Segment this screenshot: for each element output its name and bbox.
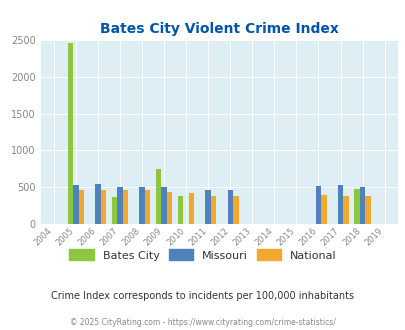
- Bar: [211, 196, 216, 224]
- Bar: [359, 187, 364, 224]
- Bar: [337, 185, 343, 224]
- Bar: [156, 169, 161, 224]
- Bar: [111, 197, 117, 224]
- Bar: [145, 190, 150, 224]
- Bar: [354, 189, 359, 224]
- Bar: [161, 187, 166, 224]
- Bar: [68, 43, 73, 224]
- Bar: [232, 196, 238, 224]
- Bar: [73, 185, 79, 224]
- Title: Bates City Violent Crime Index: Bates City Violent Crime Index: [100, 22, 338, 36]
- Bar: [188, 193, 194, 224]
- Bar: [343, 196, 348, 224]
- Bar: [364, 196, 370, 224]
- Bar: [166, 192, 172, 224]
- Bar: [79, 190, 84, 224]
- Bar: [177, 196, 183, 224]
- Bar: [117, 187, 122, 224]
- Bar: [320, 195, 326, 224]
- Bar: [227, 190, 232, 224]
- Bar: [205, 190, 211, 224]
- Bar: [139, 187, 145, 224]
- Bar: [95, 184, 100, 224]
- Text: Crime Index corresponds to incidents per 100,000 inhabitants: Crime Index corresponds to incidents per…: [51, 291, 354, 301]
- Legend: Bates City, Missouri, National: Bates City, Missouri, National: [65, 245, 340, 265]
- Bar: [315, 186, 320, 224]
- Bar: [100, 190, 106, 224]
- Bar: [122, 190, 128, 224]
- Text: © 2025 CityRating.com - https://www.cityrating.com/crime-statistics/: © 2025 CityRating.com - https://www.city…: [70, 318, 335, 327]
